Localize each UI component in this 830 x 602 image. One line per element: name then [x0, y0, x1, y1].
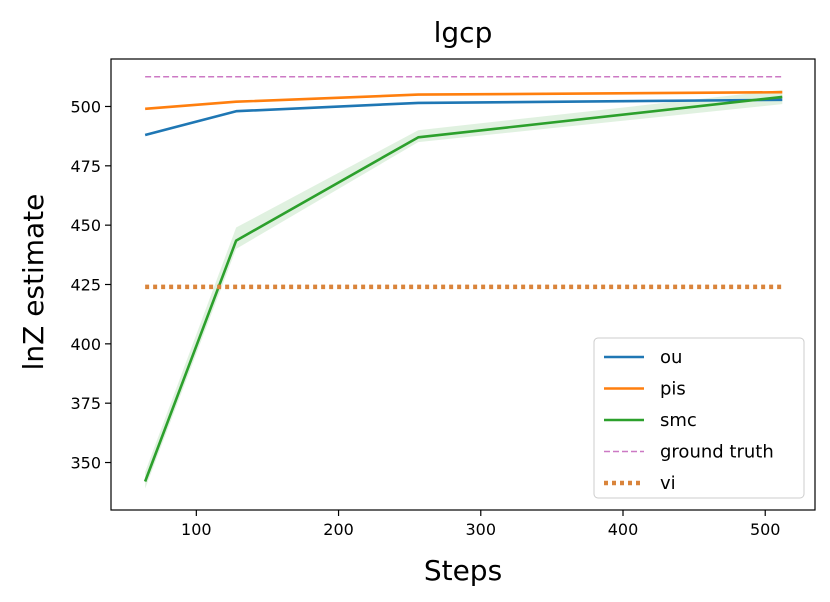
legend-label-ground-truth: ground truth [660, 442, 774, 463]
x-tick-label: 400 [608, 520, 639, 539]
legend-label-vi: vi [660, 473, 676, 494]
y-axis: 350 375 400 425 450 475 500 [70, 97, 111, 473]
y-tick-label: 450 [70, 216, 101, 235]
series-lines [143, 76, 783, 482]
legend: ou pis smc ground truth vi [593, 337, 805, 499]
smc-line [143, 95, 783, 482]
y-tick-label: 425 [70, 276, 101, 295]
y-axis-title: lnZ estimate [17, 194, 50, 371]
legend-label-smc: smc [660, 410, 697, 431]
chart-title: lgcp [434, 16, 493, 49]
pis-line [145, 90, 783, 111]
y-tick-label: 350 [70, 454, 101, 473]
x-tick-label: 300 [466, 520, 497, 539]
y-tick-label: 400 [70, 335, 101, 354]
x-tick-label: 100 [181, 520, 212, 539]
y-tick-label: 375 [70, 394, 101, 413]
legend-box [593, 337, 805, 499]
ou-line [144, 98, 783, 137]
x-tick-label: 200 [323, 520, 354, 539]
x-tick-label: 500 [750, 520, 781, 539]
x-axis-title: Steps [424, 554, 502, 587]
legend-label-ou: ou [660, 347, 682, 368]
y-tick-label: 500 [70, 97, 101, 116]
y-tick-label: 475 [70, 157, 101, 176]
x-axis: 100 200 300 400 500 [181, 510, 780, 539]
legend-label-pis: pis [660, 379, 686, 400]
